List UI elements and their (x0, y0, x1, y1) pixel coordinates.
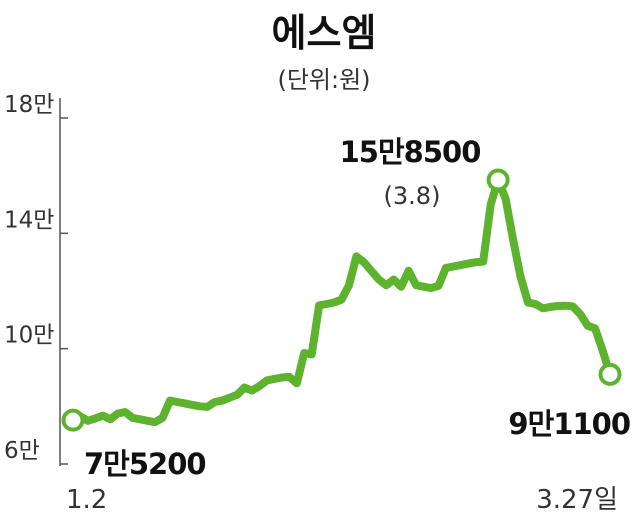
end-value-label: 9만1100 (508, 407, 630, 441)
y-tick-label: 14만 (4, 207, 54, 233)
chart-subtitle: (단위:원) (277, 66, 370, 94)
end-point-marker (598, 362, 622, 386)
start-value-label: 7만5200 (84, 447, 206, 481)
y-axis: 6만 10만 14만 18만 (4, 92, 68, 465)
chart-title: 에스엠 (272, 11, 377, 55)
max-date-label: (3.8) (384, 182, 441, 210)
y-tick-label: 6만 (4, 438, 40, 464)
y-tick-label: 10만 (4, 323, 54, 349)
start-point-marker (61, 408, 85, 432)
y-tick-label: 18만 (4, 92, 54, 118)
max-point-marker (486, 168, 510, 192)
series-line (69, 176, 614, 427)
x-tick-label-end: 3.27일 (536, 485, 618, 515)
max-value-label: 15만8500 (340, 135, 481, 169)
x-tick-label-start: 1.2 (66, 485, 107, 515)
